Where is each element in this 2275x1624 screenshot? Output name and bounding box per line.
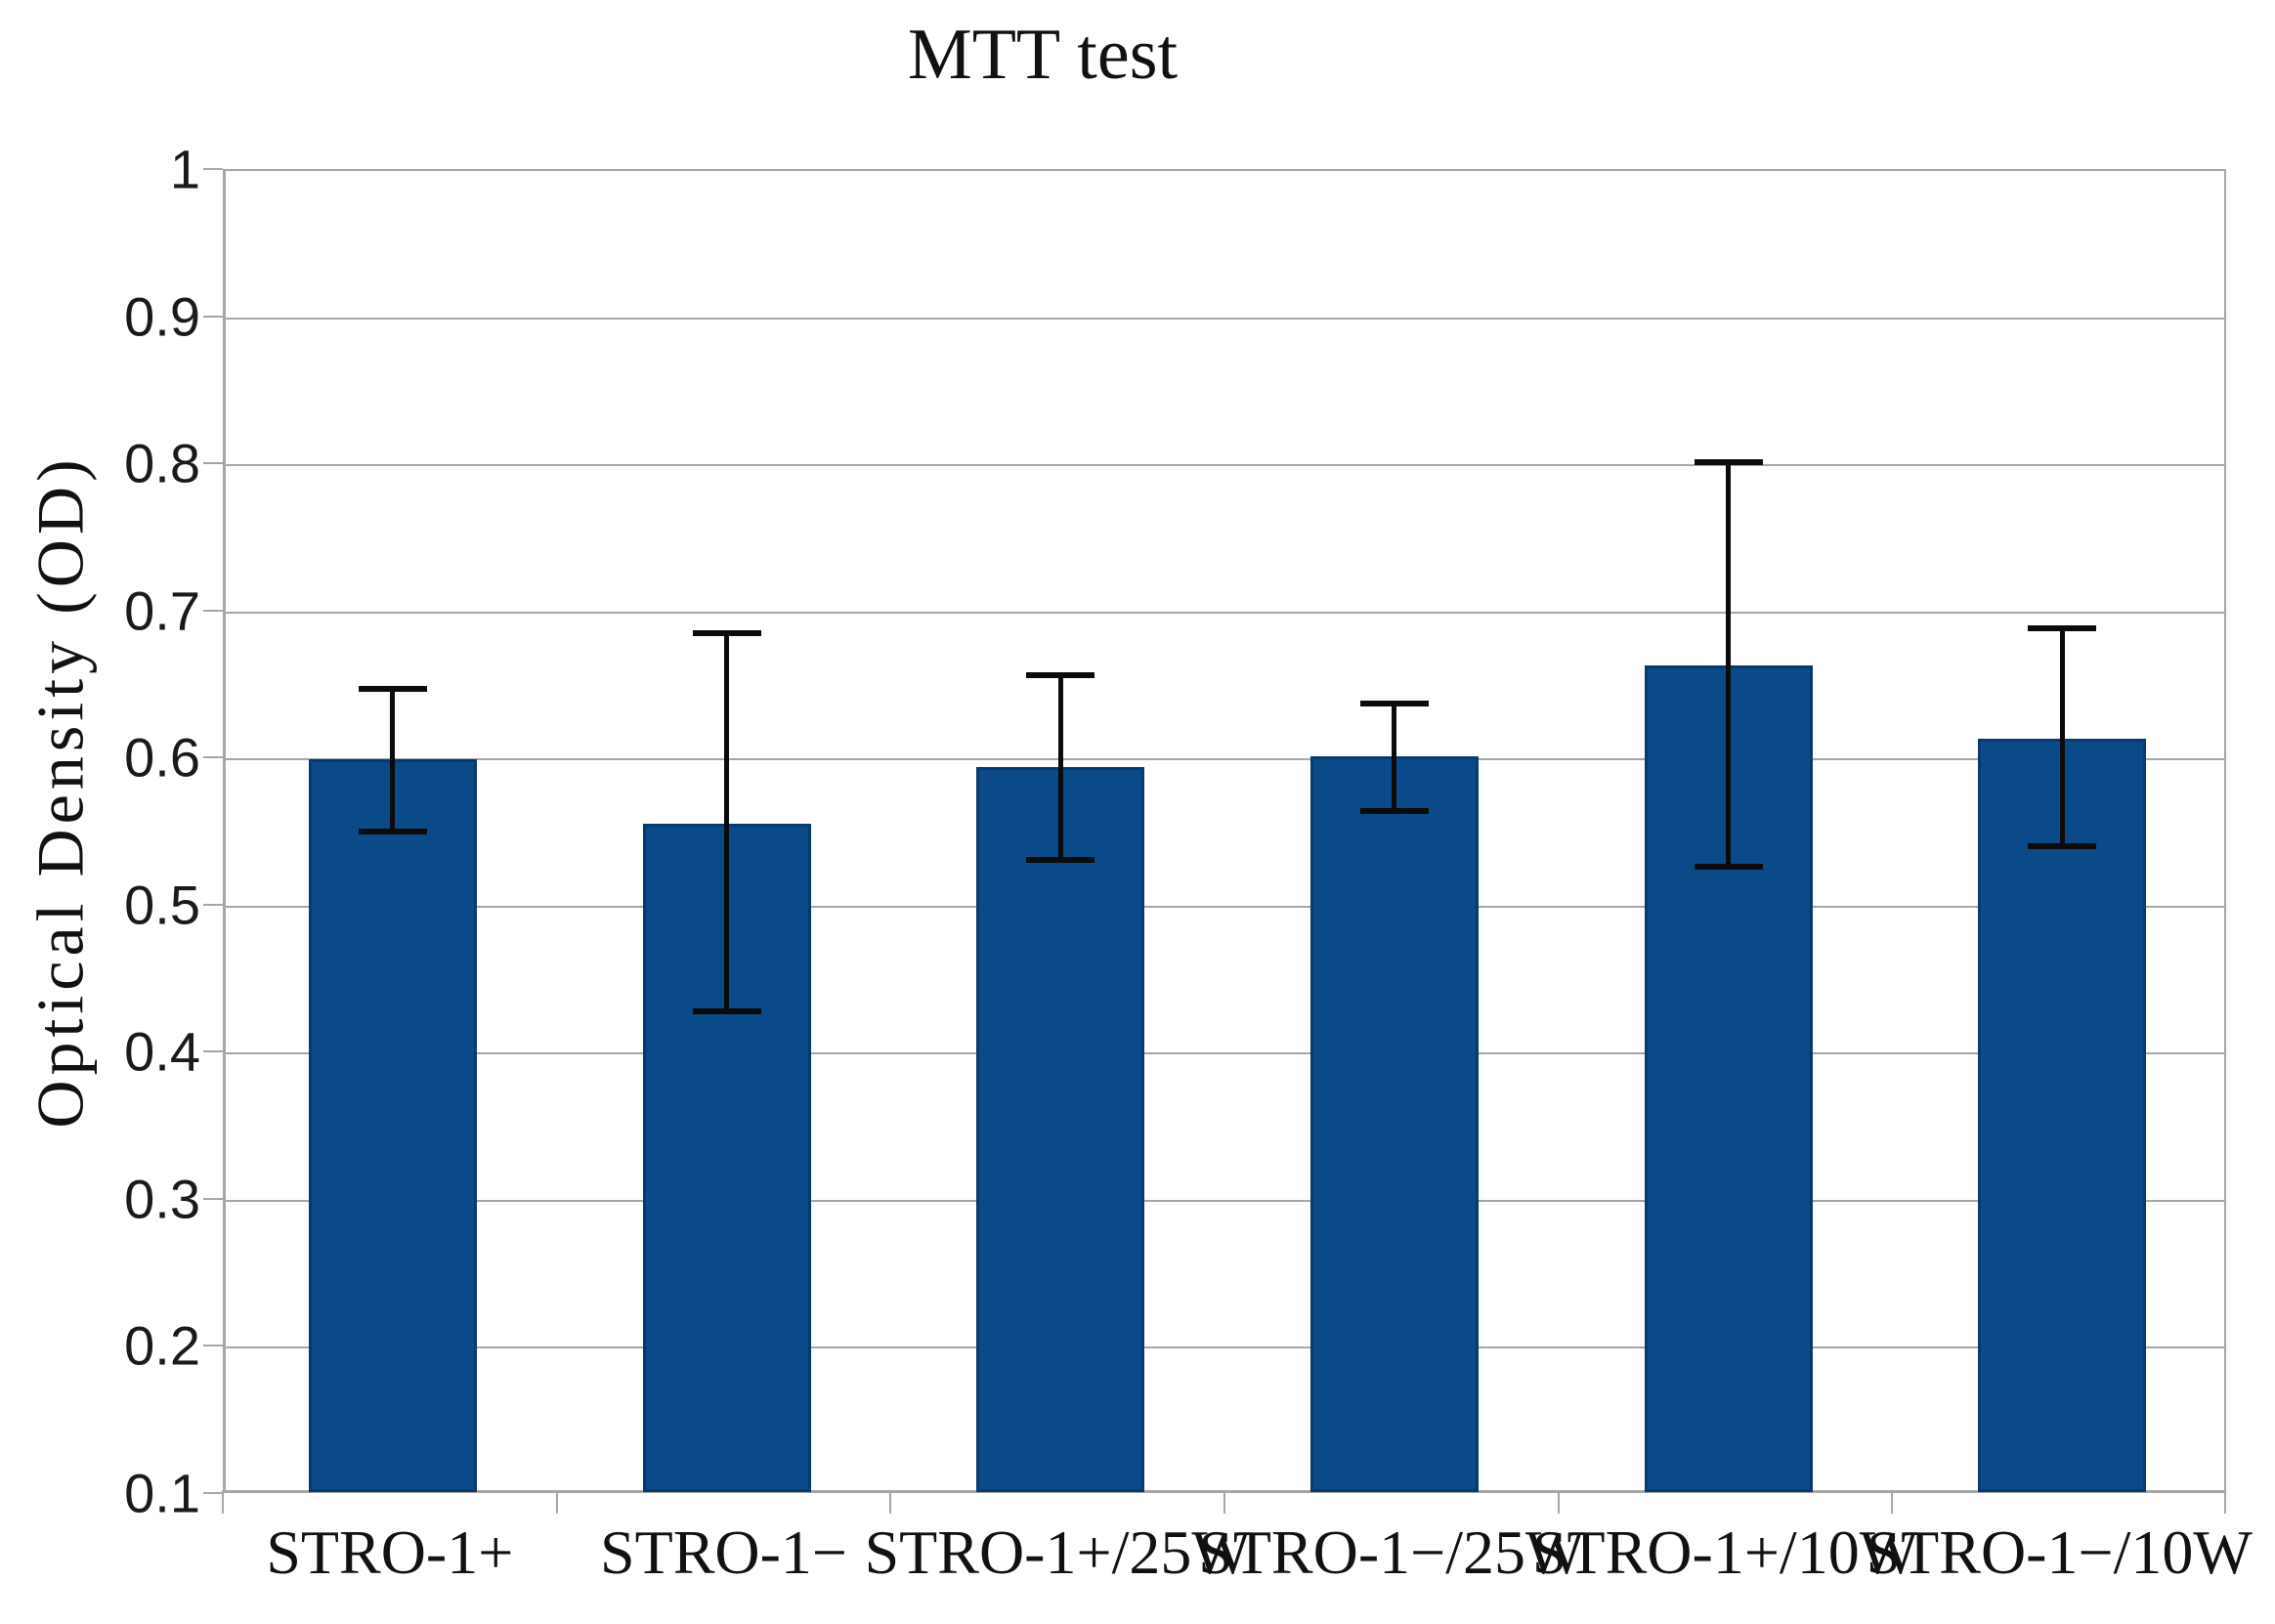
error-bar-cap: [358, 828, 427, 834]
x-axis-tick: [1557, 1490, 1560, 1514]
error-bar-cap: [358, 685, 427, 692]
y-tick-label: 0.9: [124, 285, 200, 348]
plot-area: [223, 169, 2226, 1493]
y-axis-tick: [203, 315, 223, 318]
x-axis-tick: [1223, 1490, 1225, 1514]
y-tick-label: 0.8: [124, 432, 200, 494]
error-bar-stem: [724, 632, 729, 1011]
y-axis-tick: [203, 1050, 223, 1053]
chart-title: MTT test: [907, 15, 1179, 95]
x-axis-tick: [889, 1490, 892, 1514]
error-bar-cap: [1026, 856, 1095, 863]
x-category-label: STRO-1−/25W: [1198, 1517, 1585, 1587]
x-category-label: STRO-1+: [266, 1517, 514, 1587]
y-tick-label: 1: [169, 138, 200, 200]
error-bar-stem: [2059, 628, 2065, 847]
error-bar-stem: [1392, 704, 1397, 811]
y-tick-label: 0.5: [124, 874, 200, 936]
x-category-label: STRO-1+/25W: [864, 1517, 1251, 1587]
x-category-label: STRO-1−/10W: [1866, 1517, 2253, 1587]
x-axis-tick: [555, 1490, 558, 1514]
error-bar-cap: [1694, 459, 1763, 466]
error-bar-cap: [1694, 864, 1763, 871]
gridline: [226, 1052, 2224, 1055]
x-category-label: STRO-1−: [600, 1517, 847, 1587]
error-bar-stem: [1726, 462, 1731, 868]
y-axis-tick: [203, 462, 223, 465]
y-axis-tick: [203, 903, 223, 906]
y-tick-label: 0.4: [124, 1020, 200, 1083]
error-bar-cap: [692, 629, 761, 636]
error-bar-stem: [390, 688, 396, 832]
y-tick-label: 0.1: [124, 1462, 200, 1524]
y-axis-tick: [203, 756, 223, 759]
bar-STRO-1−/25W: [1309, 756, 1479, 1492]
error-bar-cap: [1026, 672, 1095, 679]
y-tick-label: 0.6: [124, 726, 200, 789]
gridline: [226, 464, 2224, 467]
gridline: [226, 317, 2224, 320]
y-axis-tick: [203, 609, 223, 612]
y-axis-tick: [203, 1197, 223, 1200]
y-axis-tick: [203, 1345, 223, 1347]
bar-STRO-1+/25W: [976, 766, 1145, 1492]
y-axis-tick: [203, 1492, 223, 1494]
error-bar-cap: [2028, 843, 2097, 850]
error-bar-stem: [1057, 675, 1063, 860]
bar-STRO-1−/10W: [1978, 739, 2147, 1492]
x-axis-tick: [1891, 1490, 1894, 1514]
bar-STRO-1+: [308, 759, 477, 1492]
error-bar-cap: [692, 1007, 761, 1014]
gridline: [226, 611, 2224, 614]
error-bar-cap: [1359, 807, 1429, 814]
error-bar-cap: [2028, 625, 2097, 632]
y-tick-label: 0.7: [124, 579, 200, 642]
x-axis-tick: [2224, 1490, 2226, 1514]
gridline: [226, 905, 2224, 908]
x-category-label: STRO-1+/10W: [1531, 1517, 1919, 1587]
gridline: [226, 1346, 2224, 1349]
x-axis-tick: [222, 1490, 224, 1514]
error-bar-cap: [1359, 701, 1429, 706]
y-axis-tick: [203, 168, 223, 170]
gridline: [226, 758, 2224, 761]
y-tick-label: 0.2: [124, 1314, 200, 1377]
gridline: [226, 1199, 2224, 1202]
y-tick-label: 0.3: [124, 1168, 200, 1230]
